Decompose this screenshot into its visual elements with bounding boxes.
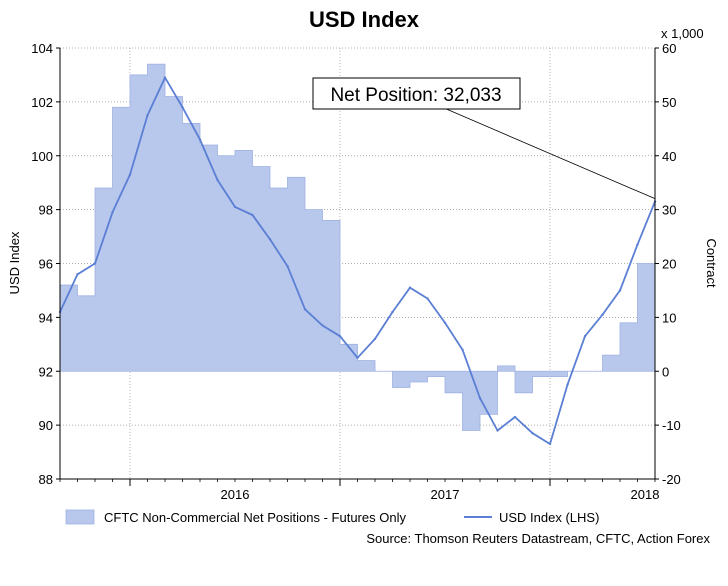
source-note: Source: Thomson Reuters Datastream, CFTC…: [366, 531, 710, 546]
x-year-label: 2016: [221, 487, 250, 502]
legend-area-label: CFTC Non-Commercial Net Positions - Futu…: [104, 510, 406, 525]
right-tick-label: 10: [662, 310, 676, 325]
usd-index-line: [58, 76, 657, 446]
usd-index-point-2017-06: [426, 297, 429, 300]
left-tick-label: 104: [31, 41, 53, 56]
left-tick-label: 90: [39, 418, 53, 433]
usd-index-point-2017-03: [373, 337, 377, 341]
x-axis-year-labels: 2016 2017 2018: [59, 479, 660, 502]
usd-index-point-2017-04: [391, 310, 394, 314]
net-position-area-path: [59, 63, 656, 431]
usd-index-point-2017-12: [531, 432, 534, 435]
usd-index-point-2015-11: [93, 262, 97, 265]
usd-index-point-2015-12: [111, 211, 114, 214]
left-tick-label: 92: [39, 364, 53, 379]
usd-index-point-2017-05: [408, 286, 412, 289]
right-axis-label: Contract: [704, 238, 719, 288]
left-tick-label: 96: [39, 257, 53, 272]
x-year-label: 2017: [431, 487, 460, 502]
usd-index-point-2017-07: [443, 321, 447, 324]
usd-index-point-2016-03: [163, 76, 167, 79]
usd-index-point-2017-01: [338, 335, 342, 338]
right-tick-label: 50: [662, 95, 676, 110]
right-tick-label: -20: [662, 472, 681, 487]
left-tick-label: 88: [39, 472, 53, 487]
right-tick-label: 30: [662, 203, 676, 218]
usd-index-point-2016-07: [233, 205, 237, 209]
usd-index-point-2018-04: [601, 313, 604, 316]
right-tick-label: 20: [662, 257, 676, 272]
usd-index-point-2016-10: [286, 264, 289, 268]
legend: CFTC Non-Commercial Net Positions - Futu…: [65, 509, 599, 525]
right-tick-label: -10: [662, 418, 681, 433]
chart-title: USD Index: [309, 7, 420, 32]
x-year-label: 2018: [631, 487, 660, 502]
left-tick-label: 94: [39, 310, 53, 325]
annotation-box: [312, 77, 521, 110]
usd-index-point-2016-06: [216, 178, 219, 182]
usd-index-point-2018-01: [548, 442, 552, 446]
right-axis-ticks: -20 -10 0 10 20 30 40 50 60: [655, 41, 681, 487]
usd-index-point-2015-10: [76, 273, 79, 276]
usd-index-point-2016-05: [198, 138, 202, 141]
right-tick-label: 40: [662, 149, 676, 164]
usd-index-point-2018-02: [566, 383, 569, 386]
usd-index-point-2016-09: [268, 238, 272, 241]
left-tick-label: 100: [31, 149, 53, 164]
usd-index-point-2018-03: [583, 335, 587, 338]
usd-index-point-2017-08: [461, 348, 464, 351]
usd-index-point-2017-02: [356, 356, 359, 359]
left-tick-label: 98: [39, 203, 53, 218]
right-axis-unit-note: x 1,000: [661, 26, 704, 41]
usd-index-point-2016-12: [321, 324, 324, 327]
left-axis-label: USD Index: [7, 231, 22, 294]
usd-index-point-2016-11: [303, 308, 307, 311]
usd-index-point-2016-01: [128, 173, 132, 176]
usd-index-point-2016-02: [146, 114, 149, 117]
left-tick-label: 102: [31, 95, 53, 110]
legend-area-swatch: [65, 509, 95, 525]
usd-index-point-2018-06: [636, 243, 639, 246]
annotation-text: Net Position: 32,033: [330, 85, 501, 106]
net-position-area: [59, 63, 656, 431]
usd-index-point-2016-04: [181, 106, 184, 109]
usd-index-point-2017-10: [496, 429, 499, 432]
right-tick-label: 0: [662, 364, 669, 379]
usd-index-point-2018-05: [618, 289, 622, 292]
usd-index-point-2017-09: [478, 396, 482, 400]
left-axis-ticks: 88 90 92 94 96 98 100 102 104: [31, 41, 60, 487]
right-tick-label: 60: [662, 41, 676, 56]
usd-index-point-2016-08: [251, 213, 254, 217]
usd-index-point-2017-11: [513, 415, 517, 419]
legend-line-label: USD Index (LHS): [499, 510, 599, 525]
annotation-leader-line: [443, 107, 656, 200]
